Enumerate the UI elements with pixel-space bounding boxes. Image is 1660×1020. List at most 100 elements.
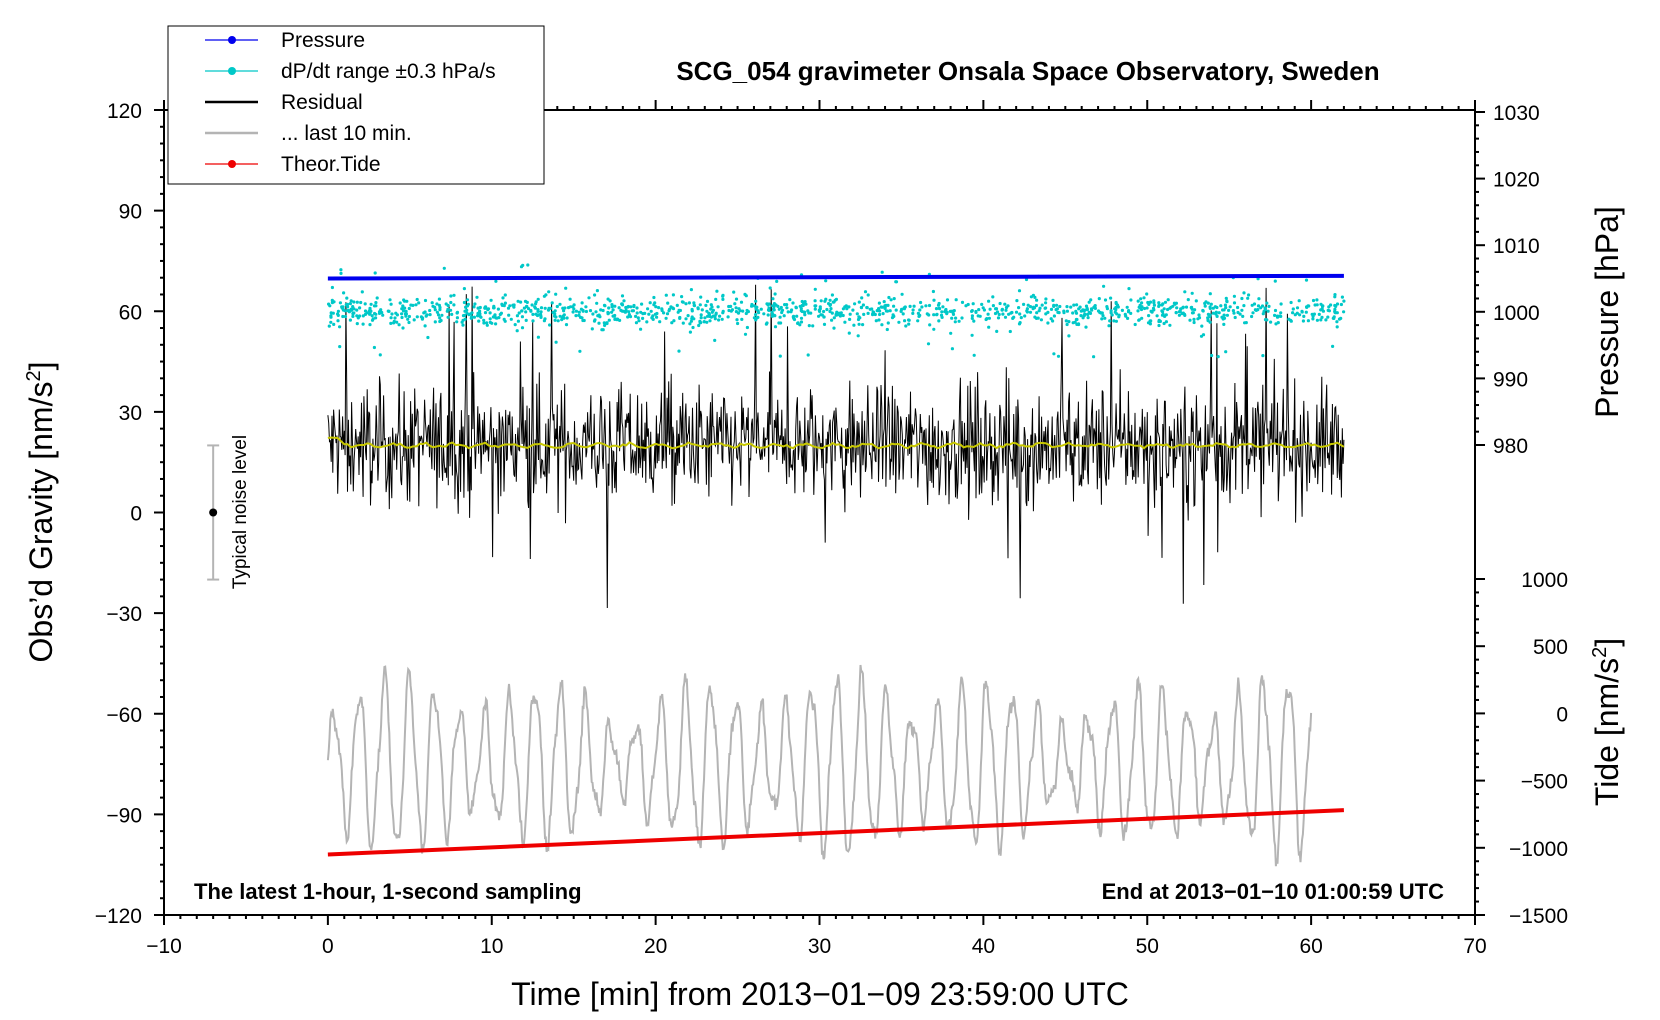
dpdt-point <box>617 306 621 310</box>
dpdt-point <box>1077 307 1081 311</box>
dpdt-point <box>997 312 1001 317</box>
dpdt-point <box>433 320 437 324</box>
dpdt-point <box>664 316 668 320</box>
dpdt-point <box>785 306 789 310</box>
dpdt-point <box>1175 306 1179 310</box>
dpdt-point <box>862 312 866 316</box>
dpdt-point <box>564 323 569 327</box>
dpdt-point <box>950 309 954 313</box>
dpdt-point <box>619 308 623 312</box>
dpdt-point <box>360 290 364 294</box>
dpdt-point <box>752 304 757 308</box>
dpdt-point <box>512 303 516 307</box>
dpdt-point <box>370 314 374 318</box>
dpdt-point <box>759 307 763 311</box>
dpdt-point <box>598 315 602 319</box>
dpdt-point <box>401 304 405 308</box>
dpdt-point <box>752 316 757 320</box>
last-10-min-line <box>326 664 1313 867</box>
dpdt-point <box>534 302 538 306</box>
dpdt-point <box>597 321 601 325</box>
dpdt-point <box>904 324 908 328</box>
dpdt-point <box>692 304 697 308</box>
dpdt-point <box>998 301 1002 306</box>
dpdt-point <box>1052 352 1056 356</box>
dpdt-point <box>709 315 714 319</box>
dpdt-point <box>428 308 432 313</box>
dpdt-point <box>1320 315 1324 319</box>
dpdt-point <box>982 308 987 312</box>
dpdt-point <box>403 306 407 310</box>
dpdt-point <box>520 309 524 313</box>
dpdt-point <box>1008 329 1012 334</box>
dpdt-point <box>1232 301 1237 305</box>
pressure-tick-label: 990 <box>1493 368 1528 391</box>
dpdt-point <box>1137 318 1141 322</box>
dpdt-point <box>611 314 615 318</box>
dpdt-point <box>666 301 670 305</box>
dpdt-point <box>770 310 774 314</box>
dpdt-point <box>1186 298 1190 302</box>
dpdt-point <box>704 303 708 307</box>
dpdt-point <box>766 313 770 317</box>
dpdt-point <box>820 313 824 317</box>
y-left-tick-label: 120 <box>107 100 142 123</box>
dpdt-point <box>1304 278 1309 282</box>
dpdt-point <box>415 297 419 302</box>
dpdt-point <box>803 300 807 304</box>
dpdt-point <box>643 311 647 315</box>
dpdt-point <box>1114 305 1118 310</box>
dpdt-point <box>352 311 356 315</box>
dpdt-point <box>817 314 821 318</box>
dpdt-point <box>1307 304 1311 308</box>
pressure-tick-label: 1000 <box>1493 302 1540 325</box>
dpdt-point <box>1225 313 1229 317</box>
dpdt-point <box>1169 305 1173 309</box>
dpdt-point <box>613 304 617 308</box>
dpdt-point <box>667 309 671 313</box>
dpdt-point <box>880 270 884 274</box>
dpdt-point <box>1148 300 1153 304</box>
dpdt-point <box>460 320 464 324</box>
dpdt-point <box>681 321 685 325</box>
dpdt-point <box>607 306 611 310</box>
x-tick-label: 70 <box>1463 935 1486 958</box>
dpdt-point <box>1295 306 1300 310</box>
dpdt-point <box>705 320 709 324</box>
dpdt-point <box>1291 307 1295 311</box>
dpdt-point <box>1125 305 1129 309</box>
dpdt-point <box>844 304 848 308</box>
pressure-tick-label: 1010 <box>1493 235 1540 258</box>
dpdt-point <box>342 291 346 295</box>
dpdt-point <box>389 321 393 325</box>
dpdt-point <box>449 308 453 312</box>
dpdt-point <box>1209 302 1213 306</box>
dpdt-point <box>953 320 957 324</box>
dpdt-point <box>743 292 747 296</box>
dpdt-point <box>1102 284 1106 288</box>
dpdt-point <box>436 313 441 317</box>
dpdt-point <box>526 263 530 267</box>
dpdt-point <box>832 326 836 330</box>
dpdt-point <box>830 318 834 322</box>
dpdt-point <box>647 312 651 316</box>
dpdt-point <box>1044 297 1048 301</box>
dpdt-point <box>502 317 506 321</box>
dpdt-point <box>423 324 427 328</box>
dpdt-point <box>516 299 520 303</box>
dpdt-point <box>1136 299 1140 303</box>
dpdt-point <box>1079 314 1083 318</box>
x-axis-title: Time [min] from 2013−01−09 23:59:00 UTC <box>511 976 1129 1012</box>
dpdt-point <box>1222 322 1226 326</box>
dpdt-point <box>945 298 950 302</box>
dpdt-point <box>684 317 688 321</box>
dpdt-point <box>494 279 498 283</box>
dpdt-point <box>1315 318 1319 322</box>
dpdt-point <box>446 315 450 319</box>
dpdt-point <box>692 301 696 305</box>
dpdt-point <box>1181 311 1185 315</box>
dpdt-point <box>553 309 557 313</box>
dpdt-point <box>944 307 948 312</box>
dpdt-point <box>1279 302 1283 306</box>
dpdt-point <box>461 314 466 318</box>
